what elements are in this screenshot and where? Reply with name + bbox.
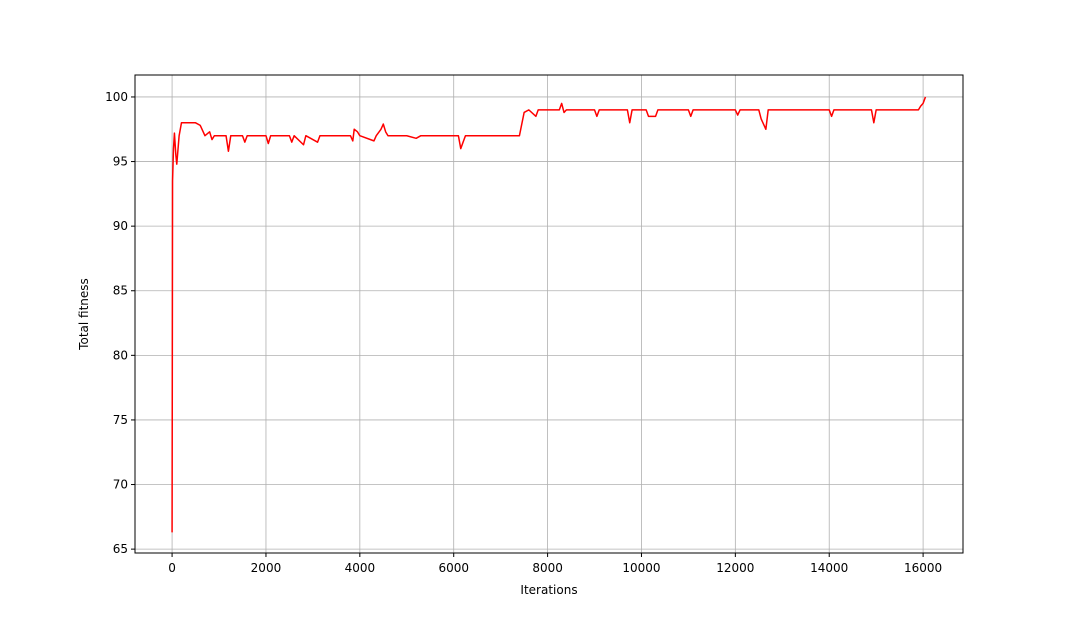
y-tick-label: 100 (105, 90, 128, 104)
y-tick-label: 95 (113, 155, 128, 169)
x-axis-label: Iterations (520, 583, 577, 597)
data-line (171, 96, 927, 533)
x-tick-label: 4000 (345, 561, 376, 575)
y-tick-label: 70 (113, 478, 128, 492)
y-tick-label: 85 (113, 284, 128, 298)
y-tick-label: 75 (113, 413, 128, 427)
x-tick-label: 6000 (438, 561, 469, 575)
y-axis-label: Total fitness (77, 278, 91, 351)
y-tick-label: 80 (113, 348, 128, 362)
x-tick-label: 10000 (622, 561, 660, 575)
x-tick-label: 16000 (904, 561, 942, 575)
x-tick-label: 14000 (810, 561, 848, 575)
x-tick-label: 2000 (251, 561, 282, 575)
y-tick-label: 65 (113, 542, 128, 556)
x-tick-label: 0 (168, 561, 176, 575)
x-tick-label: 12000 (716, 561, 754, 575)
plot-frame (134, 74, 964, 554)
y-tick-label: 90 (113, 219, 128, 233)
x-tick-label: 8000 (532, 561, 563, 575)
